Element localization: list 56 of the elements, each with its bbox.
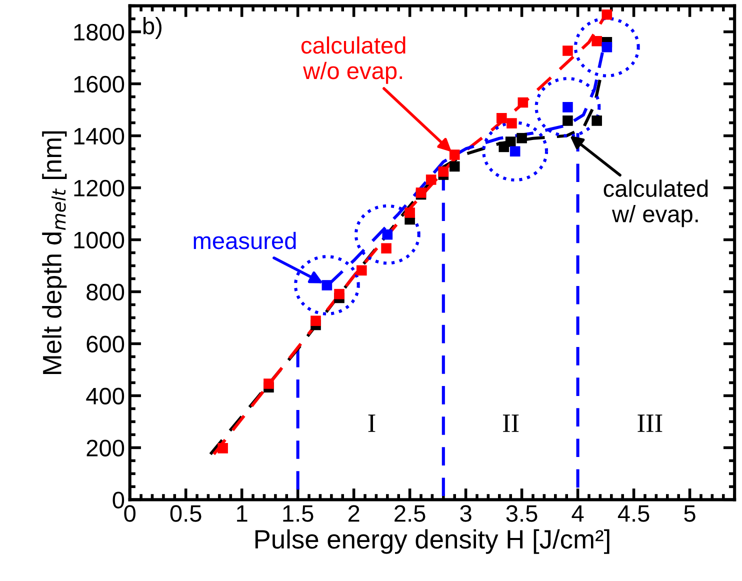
annotation: I	[368, 414, 376, 432]
x-tick-label: 4.5	[618, 505, 650, 522]
point	[449, 161, 460, 172]
point	[426, 174, 436, 185]
point	[482, 121, 548, 182]
x-tick-label: 5	[684, 505, 696, 522]
x-tick-label: 1.5	[283, 505, 314, 522]
annotation: measured	[194, 232, 296, 250]
point	[562, 46, 573, 56]
x-tick-label: 4	[572, 505, 584, 522]
y-tick-label: 1600	[74, 76, 124, 93]
y-tick-label: 200	[86, 440, 124, 456]
annotation: b)	[143, 17, 162, 40]
x-tick-label: 2.5	[394, 505, 426, 522]
annotation: calculated w/ evap.	[604, 180, 708, 228]
x-tick-label: 3.5	[506, 505, 538, 522]
point	[592, 36, 602, 46]
point	[438, 166, 449, 177]
point	[602, 9, 612, 20]
x-axis-title: Pulse energy density H [J/cm²]	[255, 529, 610, 554]
annotation: II	[502, 414, 519, 432]
x-tick-label: 0	[124, 505, 136, 522]
point	[592, 116, 602, 126]
y-axis-title: Melt depth d$_{melt}$ [nm]	[42, 131, 67, 374]
point	[449, 150, 460, 160]
y-tick-label: 0	[112, 492, 124, 508]
point	[562, 116, 573, 126]
y-tick-label: 600	[86, 336, 124, 352]
y-tick-label: 1400	[74, 128, 124, 145]
point	[505, 136, 516, 147]
point	[381, 243, 392, 254]
point	[496, 112, 507, 124]
point	[356, 265, 367, 276]
x-tick-label: 2	[348, 505, 360, 522]
point	[264, 378, 274, 389]
point	[574, 16, 640, 78]
y-tick-label: 400	[86, 388, 124, 404]
point	[294, 255, 360, 316]
point	[404, 208, 415, 218]
point	[506, 118, 517, 128]
point	[534, 77, 601, 138]
y-tick-label: 1200	[74, 180, 124, 197]
annotation: calculated w/o evap.	[301, 36, 406, 84]
y-tick-label: 1800	[74, 24, 124, 41]
x-tick-label: 1	[237, 505, 248, 522]
x-tick-label: 3	[460, 505, 472, 522]
point	[516, 132, 527, 144]
point	[518, 97, 528, 108]
point	[354, 204, 420, 265]
x-tick-label: 0.5	[170, 505, 202, 522]
point	[310, 316, 321, 326]
point	[334, 288, 344, 300]
point	[218, 443, 228, 454]
y-tick-label: 800	[86, 284, 124, 301]
y-tick-label: 1000	[74, 232, 124, 249]
annotation: III	[638, 414, 662, 432]
